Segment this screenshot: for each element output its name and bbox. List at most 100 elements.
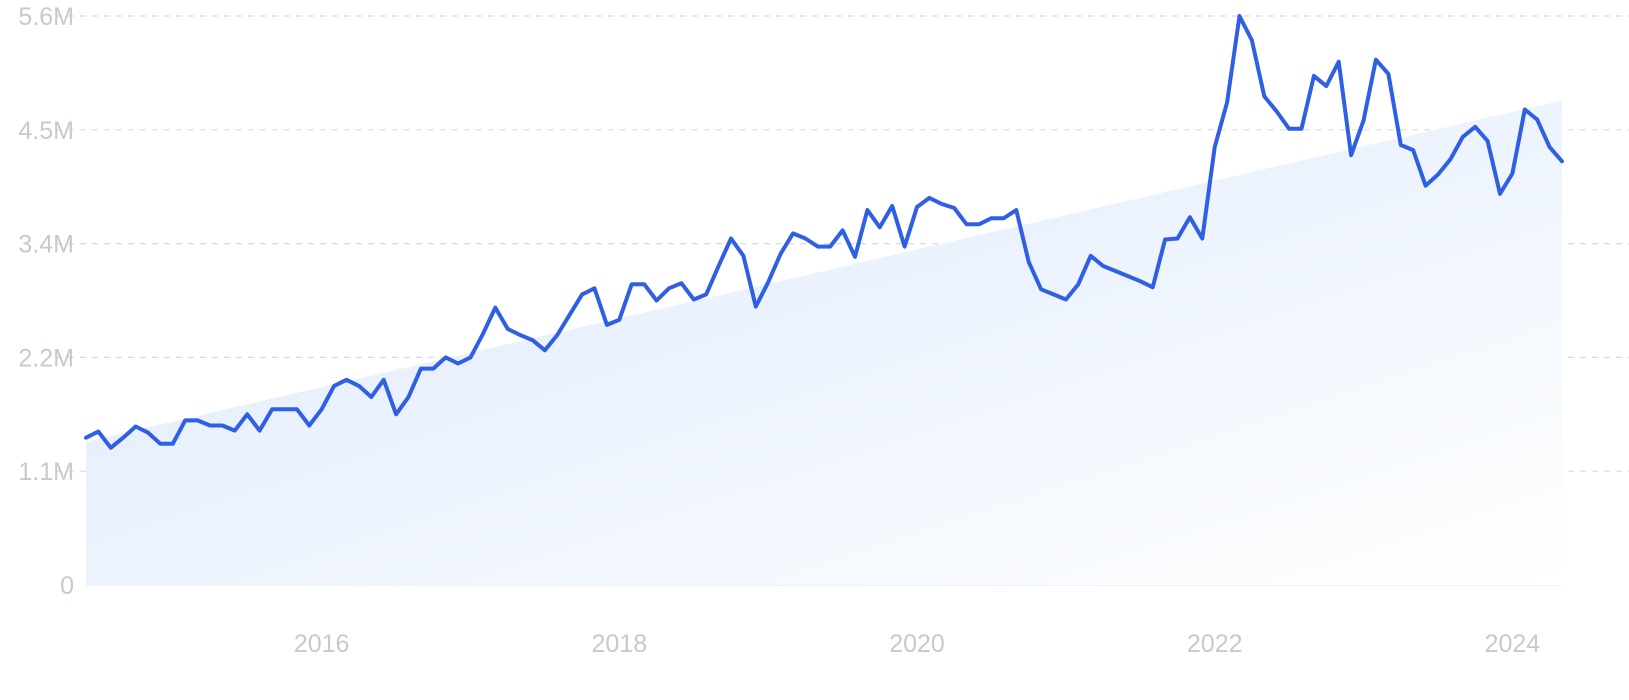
data-point [593, 286, 597, 290]
data-point [1560, 159, 1564, 163]
data-point [791, 231, 795, 235]
data-point [1324, 84, 1328, 88]
data-point [481, 332, 485, 336]
data-point [1114, 269, 1118, 273]
data-point [1523, 108, 1527, 112]
data-point [307, 424, 311, 428]
data-point [779, 252, 783, 256]
data-point [258, 429, 262, 433]
data-point [1448, 157, 1452, 161]
data-point [407, 395, 411, 399]
y-tick-label: 3.4M [18, 231, 74, 259]
data-point [96, 430, 100, 434]
data-point [1238, 14, 1242, 18]
data-point [989, 216, 993, 220]
data-point [332, 384, 336, 388]
data-point [1002, 216, 1006, 220]
data-point [1498, 192, 1502, 196]
data-point [1473, 125, 1477, 129]
data-point [1188, 215, 1192, 219]
data-point [841, 228, 845, 232]
data-point [580, 292, 584, 296]
data-point [158, 442, 162, 446]
data-point [890, 204, 894, 208]
data-point [1200, 237, 1204, 241]
data-point [940, 202, 944, 206]
data-point [617, 318, 621, 322]
data-point [704, 292, 708, 296]
data-point [369, 395, 373, 399]
data-point [1039, 287, 1043, 291]
data-point [642, 282, 646, 286]
data-point [1461, 135, 1465, 139]
data-point [245, 412, 249, 416]
data-point [1213, 145, 1217, 149]
data-point [1312, 74, 1316, 78]
data-point [903, 245, 907, 249]
y-tick-label: 1.1M [18, 458, 74, 486]
data-point [1138, 279, 1142, 283]
data-point [1399, 143, 1403, 147]
x-axis-ticks: 2016 2018 2020 2022 2024 [294, 630, 1540, 658]
data-point [1076, 282, 1080, 286]
data-point [729, 237, 733, 241]
data-point [1436, 173, 1440, 177]
x-tick-label: 2018 [592, 630, 648, 658]
data-point [828, 245, 832, 249]
data-point [84, 436, 88, 440]
data-point [382, 378, 386, 382]
data-point [803, 237, 807, 241]
data-point [1510, 172, 1514, 176]
data-point [1386, 72, 1390, 76]
data-point [741, 254, 745, 258]
data-point [431, 367, 435, 371]
y-tick-label: 0 [60, 572, 74, 600]
data-point [965, 222, 969, 226]
y-tick-label: 4.5M [18, 117, 74, 145]
trend-area [86, 100, 1562, 586]
y-tick-label: 5.6M [18, 3, 74, 31]
data-point [283, 407, 287, 411]
data-point [692, 298, 696, 302]
data-point [444, 355, 448, 359]
data-point [233, 429, 237, 433]
data-point [1535, 118, 1539, 122]
data-point [1424, 184, 1428, 188]
data-point [121, 436, 125, 440]
data-point [878, 225, 882, 229]
trend-area-layer [86, 100, 1562, 586]
data-point [196, 418, 200, 422]
data-point [1287, 127, 1291, 131]
data-point [506, 327, 510, 331]
data-point [1411, 148, 1415, 152]
data-point [952, 206, 956, 210]
y-axis-ticks: 0 1.1M 2.2M 3.4M 4.5M 5.6M [18, 3, 74, 600]
data-point [1337, 60, 1341, 64]
data-point [134, 425, 138, 429]
data-point [146, 431, 150, 435]
data-point [1225, 100, 1229, 104]
data-point [1151, 285, 1155, 289]
data-point [915, 205, 919, 209]
data-point [1300, 127, 1304, 131]
data-point [1064, 298, 1068, 302]
data-point [518, 333, 522, 337]
data-point [816, 245, 820, 249]
series-line [84, 14, 1564, 450]
data-point [754, 305, 758, 309]
data-point [295, 407, 299, 411]
data-point [1163, 238, 1167, 242]
data-point [1101, 264, 1105, 268]
x-tick-label: 2016 [294, 630, 350, 658]
data-point [456, 362, 460, 366]
data-point [1486, 139, 1490, 143]
data-point [853, 255, 857, 259]
data-point [1349, 153, 1353, 157]
data-point [568, 313, 572, 317]
data-point [1262, 94, 1266, 98]
data-point [1027, 260, 1031, 264]
data-point [630, 282, 634, 286]
data-point [469, 355, 473, 359]
